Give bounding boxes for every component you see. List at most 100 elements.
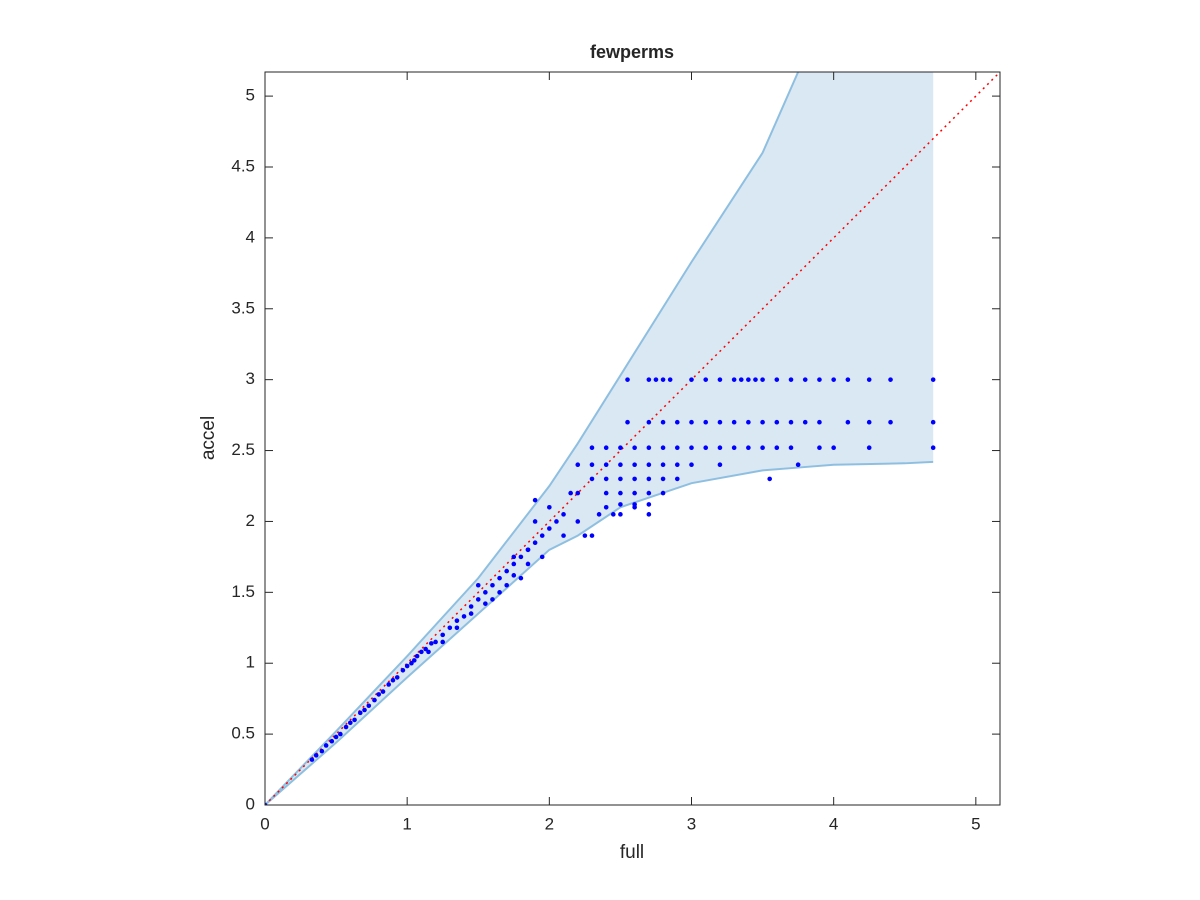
data-point [618, 476, 623, 482]
data-point [404, 663, 410, 669]
y-tick-label: 3.5 [231, 298, 255, 317]
data-point [539, 554, 545, 560]
data-point [703, 377, 709, 382]
data-point [511, 573, 517, 578]
data-point [774, 445, 780, 451]
data-point [461, 614, 467, 619]
data-point [554, 519, 559, 524]
x-tick-label: 2 [545, 814, 554, 833]
data-point [703, 445, 709, 451]
data-point [674, 419, 680, 425]
data-point [795, 462, 801, 468]
data-point [419, 649, 424, 655]
data-point [646, 490, 652, 496]
y-axis-label: accel [198, 416, 219, 460]
data-point [532, 497, 538, 503]
data-point [689, 445, 694, 451]
data-point [603, 445, 609, 451]
data-point [575, 462, 581, 468]
data-point [483, 601, 488, 606]
data-point [547, 526, 552, 531]
data-point [774, 377, 780, 382]
data-point [518, 575, 524, 581]
data-point [930, 377, 936, 382]
axes-box [264, 71, 1001, 806]
data-point [357, 710, 363, 716]
data-point [414, 653, 420, 659]
data-point [575, 490, 581, 496]
data-point [447, 625, 453, 631]
data-point [788, 377, 794, 382]
data-point [539, 533, 545, 538]
data-point [618, 462, 623, 468]
data-point [632, 502, 637, 507]
data-point [532, 519, 538, 524]
data-point [440, 632, 446, 638]
data-point [731, 445, 737, 451]
data-point [746, 445, 751, 451]
data-point [504, 582, 509, 588]
data-point [660, 476, 666, 482]
data-point [817, 419, 822, 425]
data-point [930, 445, 936, 451]
data-point [625, 419, 630, 425]
data-point [646, 462, 652, 468]
data-point [561, 533, 566, 538]
data-point [625, 377, 630, 382]
data-point [313, 753, 319, 758]
data-point [511, 561, 517, 567]
data-point [380, 689, 386, 694]
data-point [717, 377, 723, 382]
data-point [845, 419, 851, 425]
data-point [746, 377, 751, 382]
data-point [582, 533, 588, 538]
data-point [589, 476, 595, 482]
data-point [411, 658, 417, 663]
y-tick-label: 1.5 [231, 582, 255, 601]
data-point [426, 649, 431, 655]
data-point [632, 462, 637, 468]
band-area [265, 72, 934, 805]
data-point [753, 377, 758, 382]
data-point [738, 377, 744, 382]
data-point [433, 639, 438, 645]
data-point [788, 445, 794, 451]
data-point [746, 419, 751, 425]
data-point [525, 547, 531, 553]
x-tick-label: 0 [260, 814, 269, 833]
y-tick-label: 2.5 [231, 440, 255, 459]
y-tick-label: 3 [246, 369, 255, 388]
data-point [589, 445, 595, 451]
data-point [760, 377, 765, 382]
data-point [703, 419, 709, 425]
data-point [646, 512, 652, 517]
data-point [497, 575, 502, 581]
y-tick-label: 5 [246, 86, 255, 105]
y-tick-label: 0 [246, 794, 255, 813]
data-point [468, 604, 474, 609]
data-point [731, 377, 737, 382]
data-point [831, 377, 836, 382]
y-tick-label: 4 [246, 227, 255, 246]
data-point [674, 445, 680, 451]
data-point [788, 419, 794, 425]
data-point [689, 462, 694, 468]
data-point [429, 641, 434, 646]
data-point [390, 677, 396, 683]
data-point [423, 646, 428, 652]
y-tick-label: 4.5 [231, 156, 255, 175]
data-point [475, 582, 481, 588]
data-point [632, 490, 637, 496]
data-point [454, 625, 460, 631]
data-point [646, 419, 652, 425]
reference-line [265, 72, 1000, 805]
data-point [490, 582, 495, 588]
data-point [309, 757, 315, 762]
data-point [265, 802, 268, 805]
data-point [618, 490, 623, 496]
data-point [689, 419, 694, 425]
data-point [767, 476, 772, 482]
data-point [454, 618, 460, 623]
data-point [525, 561, 531, 567]
